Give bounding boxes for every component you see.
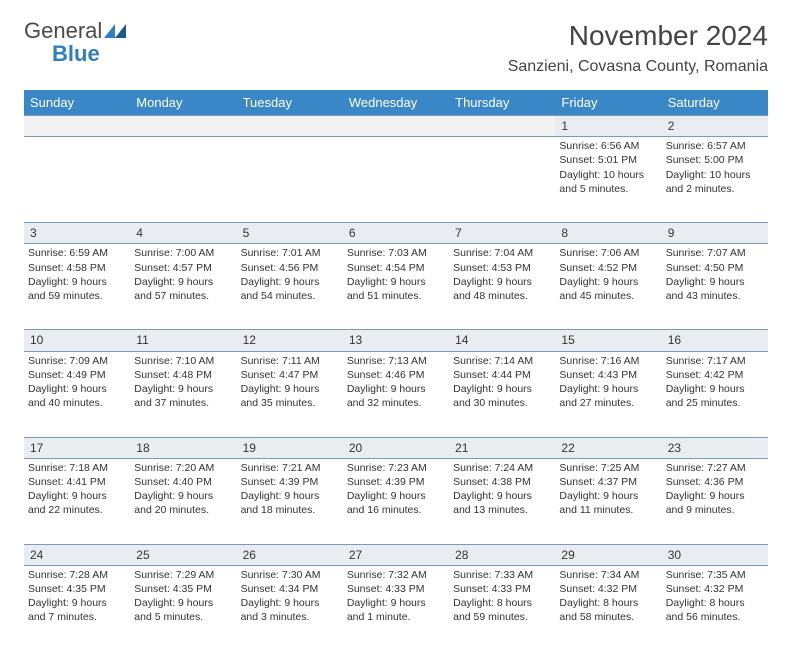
day-info-cell: Sunrise: 7:18 AMSunset: 4:41 PMDaylight:… (24, 458, 130, 544)
day-info-cell: Sunrise: 7:07 AMSunset: 4:50 PMDaylight:… (662, 244, 768, 330)
day-number-cell: 20 (343, 437, 449, 458)
day-info-row: Sunrise: 6:56 AMSunset: 5:01 PMDaylight:… (24, 137, 768, 223)
day-info-cell: Sunrise: 7:03 AMSunset: 4:54 PMDaylight:… (343, 244, 449, 330)
day-number-cell: 6 (343, 223, 449, 244)
day-number-cell: 22 (555, 437, 661, 458)
day-number-cell: 13 (343, 330, 449, 351)
day-info-cell: Sunrise: 7:21 AMSunset: 4:39 PMDaylight:… (237, 458, 343, 544)
day-info-row: Sunrise: 7:09 AMSunset: 4:49 PMDaylight:… (24, 351, 768, 437)
day-info-cell (343, 137, 449, 223)
day-info-cell (449, 137, 555, 223)
day-number-cell: 11 (130, 330, 236, 351)
day-number-cell: 21 (449, 437, 555, 458)
day-info-cell: Sunrise: 7:17 AMSunset: 4:42 PMDaylight:… (662, 351, 768, 437)
day-info-row: Sunrise: 6:59 AMSunset: 4:58 PMDaylight:… (24, 244, 768, 330)
day-number-cell: 9 (662, 223, 768, 244)
day-number-cell (449, 116, 555, 137)
day-header: Saturday (662, 90, 768, 116)
day-number-cell: 25 (130, 544, 236, 565)
day-info-cell: Sunrise: 7:04 AMSunset: 4:53 PMDaylight:… (449, 244, 555, 330)
calendar-body: 12Sunrise: 6:56 AMSunset: 5:01 PMDayligh… (24, 116, 768, 651)
page-title: November 2024 (508, 20, 768, 52)
day-info-cell: Sunrise: 6:56 AMSunset: 5:01 PMDaylight:… (555, 137, 661, 223)
day-number-cell: 7 (449, 223, 555, 244)
daynum-row: 12 (24, 116, 768, 137)
day-header: Sunday (24, 90, 130, 116)
day-header: Wednesday (343, 90, 449, 116)
day-info-cell: Sunrise: 7:32 AMSunset: 4:33 PMDaylight:… (343, 565, 449, 651)
day-number-cell: 8 (555, 223, 661, 244)
day-info-cell: Sunrise: 7:30 AMSunset: 4:34 PMDaylight:… (237, 565, 343, 651)
day-info-cell (130, 137, 236, 223)
day-info-cell: Sunrise: 7:13 AMSunset: 4:46 PMDaylight:… (343, 351, 449, 437)
day-number-cell (130, 116, 236, 137)
day-info-row: Sunrise: 7:18 AMSunset: 4:41 PMDaylight:… (24, 458, 768, 544)
day-info-cell: Sunrise: 7:06 AMSunset: 4:52 PMDaylight:… (555, 244, 661, 330)
day-info-cell: Sunrise: 7:10 AMSunset: 4:48 PMDaylight:… (130, 351, 236, 437)
day-header: Friday (555, 90, 661, 116)
brand-logo: General Blue (24, 20, 126, 66)
day-number-cell: 23 (662, 437, 768, 458)
day-number-cell: 2 (662, 116, 768, 137)
day-info-cell: Sunrise: 7:34 AMSunset: 4:32 PMDaylight:… (555, 565, 661, 651)
day-header: Thursday (449, 90, 555, 116)
day-info-row: Sunrise: 7:28 AMSunset: 4:35 PMDaylight:… (24, 565, 768, 651)
brand-triangle-icon (104, 22, 126, 43)
day-number-cell: 10 (24, 330, 130, 351)
daynum-row: 17181920212223 (24, 437, 768, 458)
day-number-cell: 5 (237, 223, 343, 244)
day-info-cell: Sunrise: 7:11 AMSunset: 4:47 PMDaylight:… (237, 351, 343, 437)
day-number-cell: 18 (130, 437, 236, 458)
day-number-cell: 1 (555, 116, 661, 137)
day-info-cell: Sunrise: 7:27 AMSunset: 4:36 PMDaylight:… (662, 458, 768, 544)
day-info-cell (237, 137, 343, 223)
day-info-cell: Sunrise: 7:01 AMSunset: 4:56 PMDaylight:… (237, 244, 343, 330)
day-info-cell: Sunrise: 7:35 AMSunset: 4:32 PMDaylight:… (662, 565, 768, 651)
day-number-cell (343, 116, 449, 137)
day-header: Tuesday (237, 90, 343, 116)
day-number-cell: 4 (130, 223, 236, 244)
day-number-cell: 29 (555, 544, 661, 565)
day-info-cell: Sunrise: 6:59 AMSunset: 4:58 PMDaylight:… (24, 244, 130, 330)
title-block: November 2024 Sanzieni, Covasna County, … (508, 20, 768, 76)
day-number-cell: 17 (24, 437, 130, 458)
day-number-cell: 15 (555, 330, 661, 351)
daynum-row: 10111213141516 (24, 330, 768, 351)
day-number-cell: 19 (237, 437, 343, 458)
day-number-cell: 24 (24, 544, 130, 565)
daynum-row: 24252627282930 (24, 544, 768, 565)
day-info-cell: Sunrise: 7:09 AMSunset: 4:49 PMDaylight:… (24, 351, 130, 437)
day-number-cell: 12 (237, 330, 343, 351)
day-number-cell: 30 (662, 544, 768, 565)
day-number-cell (237, 116, 343, 137)
day-info-cell (24, 137, 130, 223)
day-number-cell: 14 (449, 330, 555, 351)
day-info-cell: Sunrise: 6:57 AMSunset: 5:00 PMDaylight:… (662, 137, 768, 223)
day-info-cell: Sunrise: 7:33 AMSunset: 4:33 PMDaylight:… (449, 565, 555, 651)
header: General Blue November 2024 Sanzieni, Cov… (24, 20, 768, 76)
daynum-row: 3456789 (24, 223, 768, 244)
day-info-cell: Sunrise: 7:14 AMSunset: 4:44 PMDaylight:… (449, 351, 555, 437)
day-info-cell: Sunrise: 7:24 AMSunset: 4:38 PMDaylight:… (449, 458, 555, 544)
brand-name-2: Blue (52, 41, 100, 66)
day-header-row: Sunday Monday Tuesday Wednesday Thursday… (24, 90, 768, 116)
day-number-cell (24, 116, 130, 137)
day-info-cell: Sunrise: 7:29 AMSunset: 4:35 PMDaylight:… (130, 565, 236, 651)
day-number-cell: 27 (343, 544, 449, 565)
day-number-cell: 3 (24, 223, 130, 244)
day-info-cell: Sunrise: 7:25 AMSunset: 4:37 PMDaylight:… (555, 458, 661, 544)
day-info-cell: Sunrise: 7:16 AMSunset: 4:43 PMDaylight:… (555, 351, 661, 437)
day-number-cell: 16 (662, 330, 768, 351)
day-info-cell: Sunrise: 7:23 AMSunset: 4:39 PMDaylight:… (343, 458, 449, 544)
day-info-cell: Sunrise: 7:00 AMSunset: 4:57 PMDaylight:… (130, 244, 236, 330)
day-info-cell: Sunrise: 7:28 AMSunset: 4:35 PMDaylight:… (24, 565, 130, 651)
day-header: Monday (130, 90, 236, 116)
calendar-table: Sunday Monday Tuesday Wednesday Thursday… (24, 90, 768, 651)
brand-name-1: General (24, 18, 102, 43)
location-subtitle: Sanzieni, Covasna County, Romania (508, 58, 768, 76)
day-info-cell: Sunrise: 7:20 AMSunset: 4:40 PMDaylight:… (130, 458, 236, 544)
day-number-cell: 26 (237, 544, 343, 565)
day-number-cell: 28 (449, 544, 555, 565)
